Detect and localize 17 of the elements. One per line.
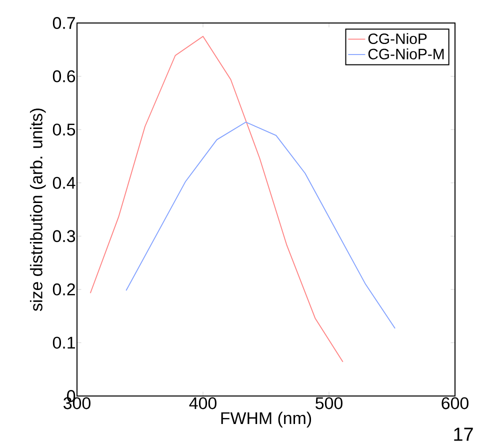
y-tick-label: 0.4: [52, 176, 76, 189]
y-tick-label: 0.2: [52, 283, 75, 296]
line-series: [126, 122, 396, 329]
y-axis-title: size distribution (arb. units): [30, 108, 46, 312]
text: 17: [454, 428, 473, 441]
x-tick-label: 500: [316, 397, 342, 410]
y-tick-label: 0.7: [52, 17, 75, 29]
line-series: [90, 36, 344, 362]
y-tick-label: 0.5: [52, 124, 76, 136]
legend-label: CG-NioP: [368, 33, 427, 44]
y-tick-label: 0.1: [52, 336, 75, 349]
x-tick-label: 600: [442, 397, 468, 410]
y-tick-label: 0.3: [52, 230, 76, 242]
y-tick-label: 0.6: [52, 70, 76, 82]
x-axis-title: FWHM (nm): [221, 412, 312, 428]
x-tick-label: 400: [189, 397, 216, 410]
legend-label: CG-NioP-M: [368, 48, 444, 60]
